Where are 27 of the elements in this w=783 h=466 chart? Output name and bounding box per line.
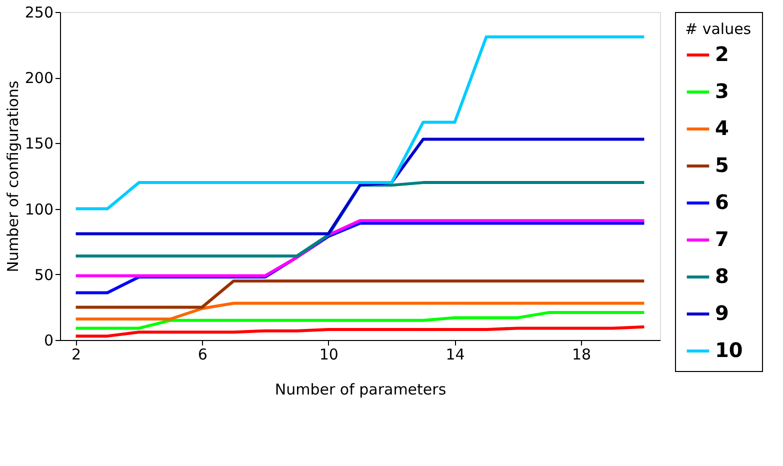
legend-label: 3 [715, 79, 729, 103]
line-series [74, 35, 646, 210]
x-tick-label: 6 [198, 346, 208, 364]
y-tick-label: 0 [44, 332, 54, 350]
y-tick-label: 50 [34, 266, 54, 284]
x-tick-label: 10 [319, 346, 338, 364]
y-tick-label: 150 [24, 134, 54, 153]
line-series [74, 138, 646, 236]
legend-label: 6 [715, 190, 729, 214]
legend-label: 7 [715, 227, 729, 251]
legend-label: 5 [715, 153, 729, 177]
y-tick-label: 200 [24, 69, 54, 88]
y-axis-title: Number of configurations [4, 80, 22, 272]
y-tick-label: 250 [24, 4, 54, 22]
legend-label: 9 [715, 301, 729, 325]
x-tick-label: 14 [446, 346, 465, 364]
line-series [74, 219, 646, 278]
legend-label: 4 [715, 116, 729, 140]
line-series [74, 325, 646, 338]
y-tick-label: 100 [24, 200, 54, 218]
legend-title: # values [685, 20, 752, 38]
line-series [74, 310, 646, 330]
legend-label: 2 [715, 42, 729, 66]
x-tick-label: 2 [72, 346, 82, 364]
x-tick-label: 18 [572, 346, 592, 364]
legend-label: 8 [715, 264, 729, 288]
x-axis-title: Number of parameters [274, 380, 446, 398]
